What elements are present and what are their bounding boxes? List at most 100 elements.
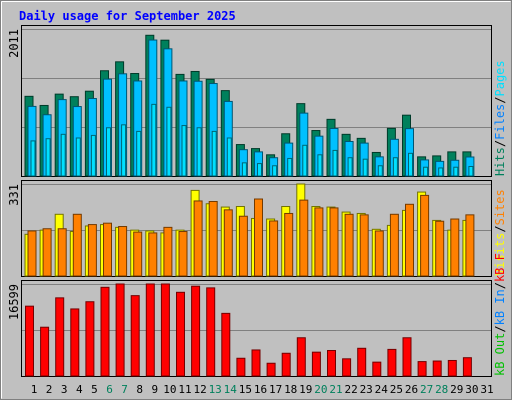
- pages-bar-day-3: [60, 133, 66, 177]
- pages-bar-day-19: [302, 144, 308, 177]
- sites-bar-day-16: [254, 198, 263, 277]
- middle-legend-item: Visits: [493, 233, 507, 276]
- kb-f-bar-day-10: [160, 283, 170, 377]
- middle-legend: Visits/Sites: [493, 189, 507, 276]
- kb-f-bar-day-13: [206, 287, 216, 377]
- kb-f-bar-day-7: [115, 283, 125, 377]
- kb-f-bar-day-23: [357, 347, 367, 377]
- top-legend: Hits/Files/Pages: [493, 60, 507, 176]
- sites-bar-day-15: [238, 215, 248, 277]
- day-label: 30: [465, 383, 478, 396]
- pages-bar-day-23: [362, 158, 368, 177]
- pages-bar-day-30: [468, 165, 474, 177]
- chart-title: Daily usage for September 2025: [19, 9, 236, 23]
- day-label: 6: [106, 383, 113, 396]
- bottom-legend-item: kB In: [493, 289, 507, 325]
- sites-bar-day-29: [450, 218, 460, 277]
- kb-f-bar-day-28: [432, 360, 442, 377]
- pages-bar-day-6: [106, 127, 111, 177]
- sites-bar-day-2: [42, 228, 52, 277]
- sites-bar-day-9: [148, 232, 158, 277]
- kb-f-bar-day-19: [296, 337, 306, 377]
- pages-bar-day-7: [121, 124, 127, 177]
- kb-f-bar-day-4: [70, 308, 80, 377]
- middle-max-label: 331: [7, 184, 21, 206]
- kb-f-bar-day-1: [25, 305, 34, 377]
- day-label: 18: [284, 383, 297, 396]
- top-legend-item: Hits: [493, 147, 507, 176]
- sites-bar-day-13: [208, 201, 218, 277]
- middle-legend-item: /: [493, 225, 507, 232]
- pages-bar-day-4: [75, 137, 81, 177]
- sites-bar-day-24: [374, 230, 384, 277]
- day-label: 22: [344, 383, 357, 396]
- day-label: 28: [435, 383, 448, 396]
- pages-bar-day-29: [453, 166, 459, 177]
- kb-f-bar-day-9: [145, 283, 155, 377]
- bottom-legend-item: kB Out: [493, 333, 507, 376]
- bottom-bars: [25, 283, 472, 377]
- middle-legend-text: Visits/Sites: [493, 189, 507, 276]
- day-label: 23: [360, 383, 373, 396]
- day-label: 25: [390, 383, 403, 396]
- kb-f-bar-day-18: [281, 352, 291, 377]
- bottom-legend-item: /: [493, 282, 507, 289]
- pages-bar-day-28: [438, 167, 444, 177]
- pages-bar-day-16: [257, 163, 262, 177]
- sites-bar-day-19: [299, 199, 309, 277]
- kb-f-bar-day-15: [236, 357, 246, 377]
- day-label: 31: [480, 383, 493, 396]
- kb-f-bar-day-3: [55, 297, 65, 377]
- sites-bar-day-8: [133, 231, 143, 277]
- kb-f-bar-day-5: [85, 301, 95, 377]
- pages-bar-day-22: [347, 157, 353, 177]
- pages-bar-day-5: [90, 134, 96, 177]
- sites-bar-day-11: [178, 231, 188, 277]
- day-axis-labels: 1 2 3 4 5 6 7 8 9 10 11 12 13 14 15 16 17 18 19 20 21 22 23 24 2…: [31, 383, 494, 396]
- sites-bar-day-6: [103, 222, 112, 277]
- day-label: 8: [136, 383, 143, 396]
- day-label: 27: [420, 383, 433, 396]
- pages-bar-day-27: [423, 166, 429, 177]
- sites-bar-day-22: [344, 213, 354, 277]
- top-bars: [24, 34, 475, 177]
- pages-bar-day-21: [332, 149, 338, 177]
- top-legend-item: Pages: [493, 60, 507, 96]
- pages-bar-day-1: [30, 140, 36, 177]
- pages-bar-day-20: [317, 154, 323, 177]
- day-label: 5: [91, 383, 98, 396]
- sites-bar-day-20: [314, 207, 324, 277]
- kb-f-bar-day-12: [191, 285, 201, 377]
- bottom-legend-item: /: [493, 325, 507, 332]
- kb-f-bar-day-17: [266, 362, 276, 377]
- kb-f-bar-day-21: [327, 350, 336, 377]
- sites-bar-day-30: [465, 214, 475, 277]
- sites-bar-day-14: [223, 209, 233, 277]
- day-label: 24: [375, 383, 389, 396]
- top-legend-item: Files: [493, 104, 507, 140]
- pages-bar-day-8: [136, 130, 142, 177]
- pages-bar-day-2: [45, 138, 51, 177]
- sites-bar-day-21: [329, 207, 339, 277]
- kb-f-bar-day-24: [372, 361, 382, 377]
- middle-bars: [24, 183, 475, 277]
- sites-bar-day-4: [72, 213, 82, 277]
- day-label: 12: [193, 383, 206, 396]
- day-label: 21: [329, 383, 342, 396]
- top-legend-item: /: [493, 97, 507, 104]
- day-label: 9: [151, 383, 158, 396]
- sites-bar-day-18: [284, 212, 294, 277]
- kb-f-bar-day-16: [251, 349, 261, 377]
- top-legend-item: /: [493, 140, 507, 147]
- pages-bar-day-9: [151, 103, 157, 177]
- middle-legend-item: Sites: [493, 189, 507, 225]
- pages-bar-day-11: [181, 125, 187, 177]
- sites-bar-day-25: [389, 213, 399, 277]
- day-label: 1: [31, 383, 38, 396]
- pages-bar-day-13: [211, 130, 217, 177]
- pages-bar-day-25: [392, 157, 398, 177]
- kb-f-bar-day-29: [447, 359, 457, 377]
- day-label: 15: [239, 383, 252, 396]
- day-label: 17: [269, 383, 282, 396]
